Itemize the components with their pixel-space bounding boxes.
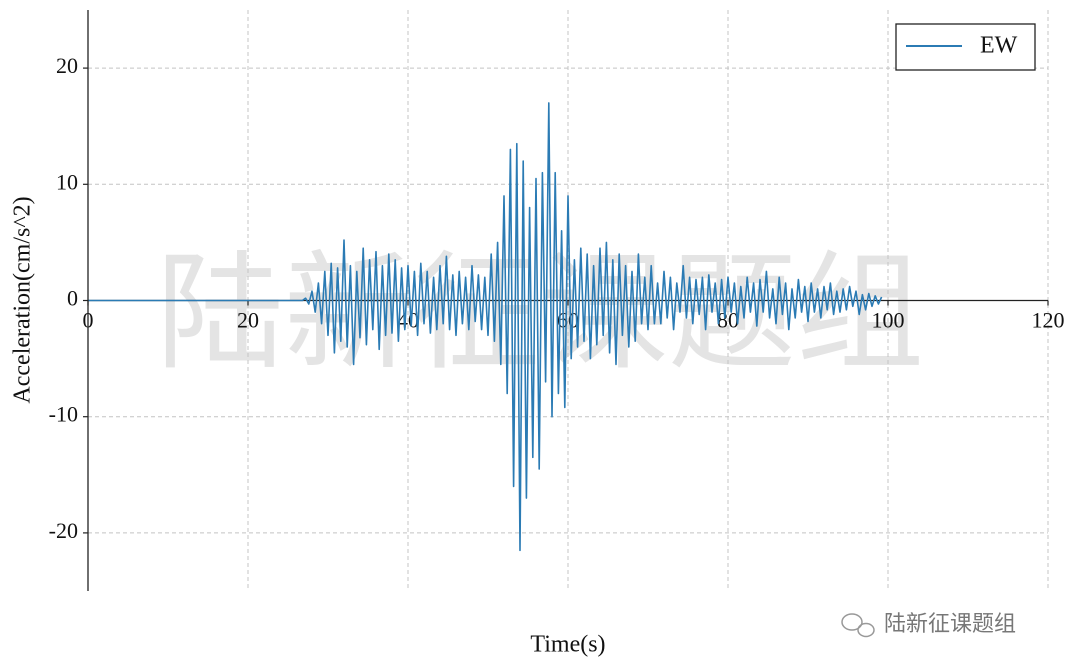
x-tick-label: 80 (717, 308, 739, 333)
x-tick-label: 120 (1032, 308, 1065, 333)
y-tick-label: 20 (56, 53, 78, 78)
y-tick-label: -10 (49, 402, 78, 427)
legend-label: EW (980, 33, 1018, 59)
y-tick-label: 0 (67, 286, 78, 311)
x-tick-label: 40 (397, 308, 419, 333)
x-tick-label: 20 (237, 308, 259, 333)
credit-icon (841, 613, 875, 638)
y-tick-label: 10 (56, 169, 78, 194)
series-line (88, 102, 883, 552)
x-axis-label: Time(s) (530, 632, 605, 658)
y-tick-label: -20 (49, 518, 78, 543)
x-tick-label: 100 (872, 308, 905, 333)
y-axis-label: Acceleration(cm/s^2) (10, 196, 36, 403)
credit: 陆新征课题组 (884, 612, 1016, 637)
